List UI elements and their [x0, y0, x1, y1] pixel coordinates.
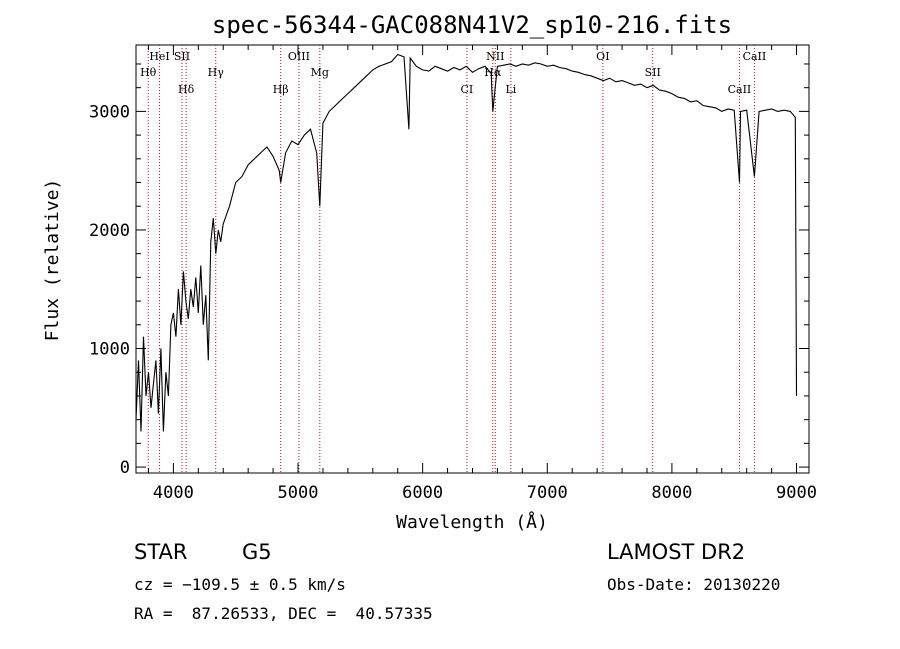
- y-tick-label: 3000: [89, 102, 130, 122]
- series-group: [135, 53, 798, 432]
- survey-label: LAMOST DR2: [607, 540, 746, 564]
- plot-frame: [135, 44, 810, 474]
- spectral-line-label: NII: [486, 50, 504, 63]
- x-tick-label: 5000: [278, 483, 319, 503]
- x-tick-label: 8000: [651, 483, 692, 503]
- spectral-line-label: SII: [174, 50, 190, 63]
- obs-date: Obs-Date: 20130220: [607, 575, 781, 594]
- axis-tick-labels: 4000 5000 6000 7000 8000 9000 0 1000 2000 3000: [89, 102, 817, 503]
- x-tick-label: 6000: [402, 483, 443, 503]
- spectral-line-label: HeI: [149, 50, 169, 63]
- spectral-line-label: Hδ: [178, 83, 195, 96]
- plot-area: 4000 5000 6000 7000 8000 9000 0 1000 2000 3000 He…: [89, 44, 817, 503]
- spectral-line-markers: [147, 45, 755, 473]
- spectral-line-label: CaII: [728, 83, 752, 96]
- chart-title: spec-56344-GAC088N41V2_sp10-216.fits: [212, 11, 732, 39]
- axis-ticks: [136, 45, 809, 473]
- spectral-line-label: OIII: [288, 50, 310, 63]
- x-tick-label: 7000: [527, 483, 568, 503]
- y-tick-label: 1000: [89, 340, 130, 360]
- spectral-line-label: OI: [596, 50, 609, 63]
- spectral-line-label: Hβ: [273, 83, 289, 96]
- spectral-line-label: Li: [505, 83, 516, 96]
- spectrum-series-line: [135, 53, 798, 432]
- redshift-text: cz = −109.5 ± 0.5 km/s: [134, 575, 346, 594]
- spectral-line-label: Hθ: [140, 66, 157, 79]
- spectral-line-label: Mg: [311, 66, 329, 79]
- spectral-line-label: SII: [645, 66, 661, 79]
- x-tick-label: 4000: [153, 483, 194, 503]
- spectral-line-label: CaII: [743, 50, 767, 63]
- y-axis-label: Flux (relative): [42, 179, 63, 342]
- y-tick-label: 0: [120, 458, 130, 478]
- spectral-line-label: Hγ: [208, 66, 225, 79]
- x-tick-label: 9000: [776, 483, 817, 503]
- y-tick-label: 2000: [89, 221, 130, 241]
- object-class: STAR: [134, 540, 188, 564]
- x-axis-label: Wavelength (Å): [396, 511, 548, 533]
- spectral-line-label: Hα: [484, 66, 502, 79]
- coordinates: RA = 87.26533, DEC = 40.57335: [134, 604, 433, 623]
- spectral-line-label: CI: [461, 83, 474, 96]
- object-subclass: G5: [242, 540, 272, 564]
